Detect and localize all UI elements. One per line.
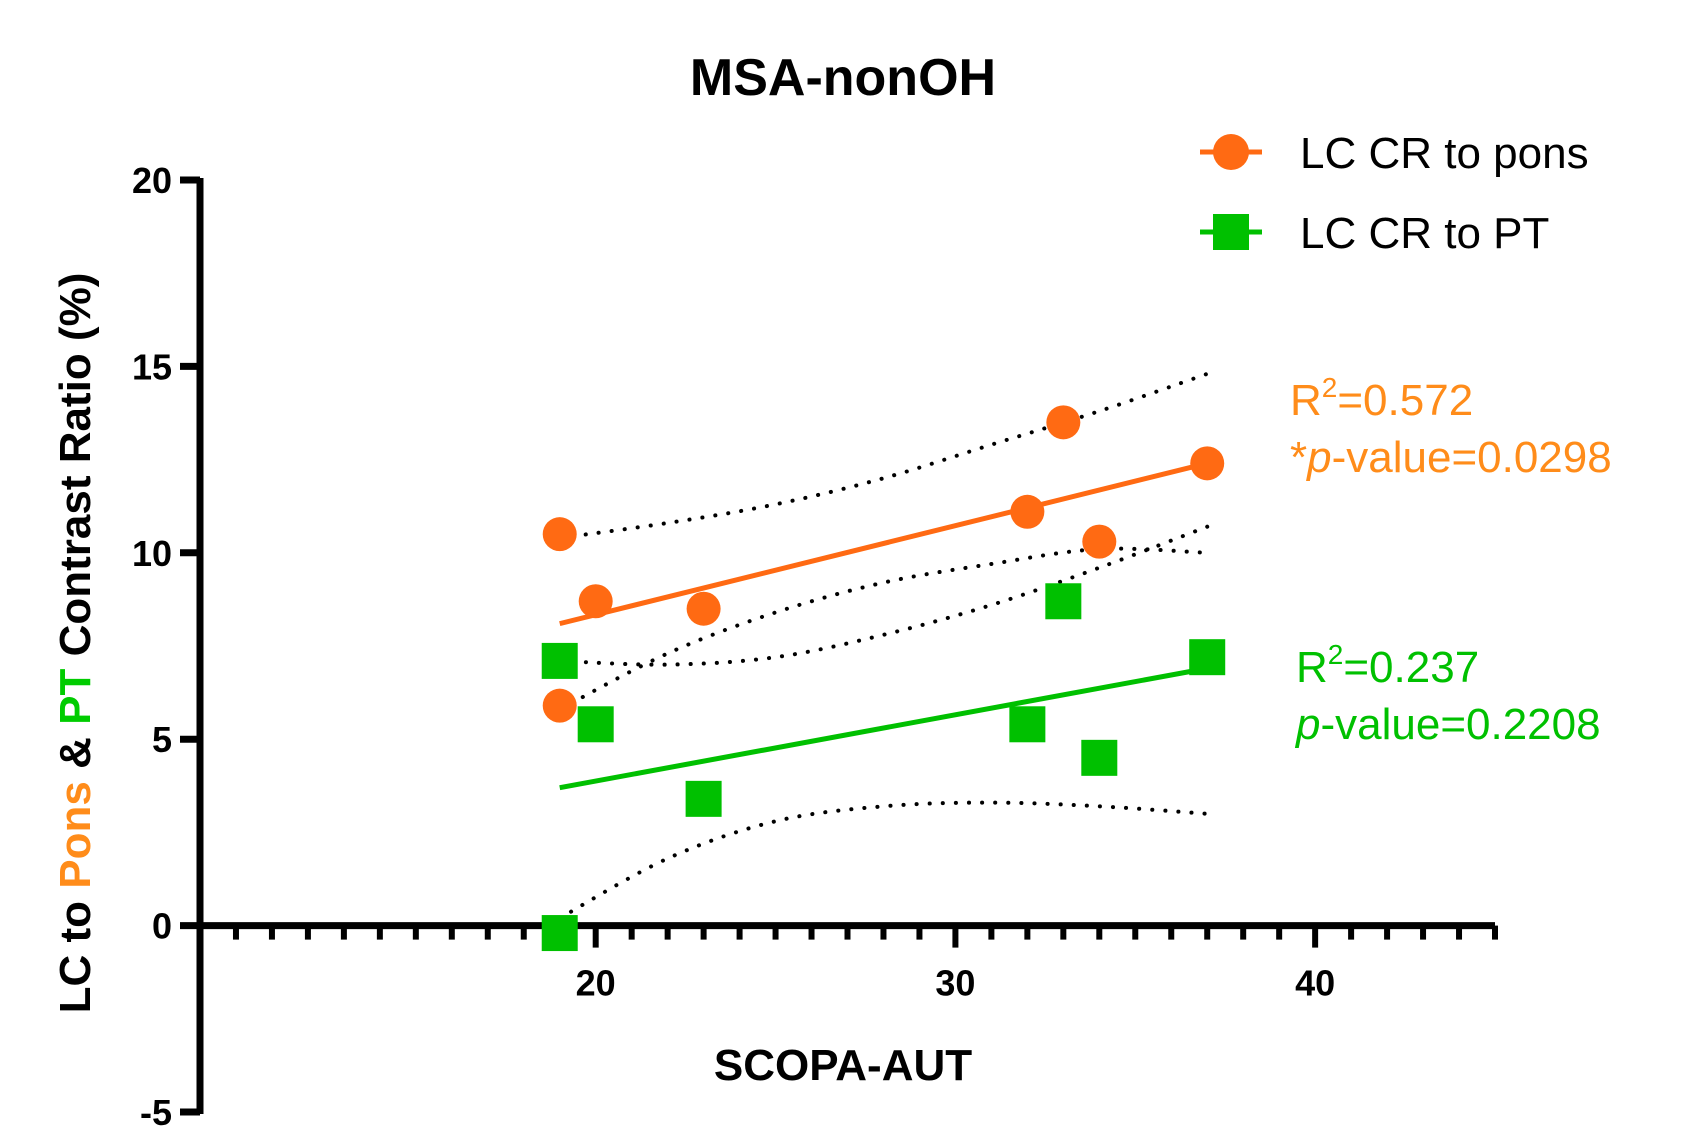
data-point [685, 780, 722, 817]
data-point [541, 642, 578, 679]
y-axis-title-part: Contrast Ratio (%) [51, 273, 100, 669]
x-axis-title: SCOPA-AUT [714, 1041, 972, 1090]
y-axis-title-part: & [51, 725, 100, 781]
data-point [542, 688, 577, 723]
r-squared-label: R2=0.572 [1290, 372, 1473, 425]
chart-title: MSA-nonOH [690, 49, 996, 107]
data-point [686, 591, 721, 626]
data-point [1081, 739, 1118, 776]
y-tick-label: 10 [132, 533, 172, 574]
regression-stats: R2=0.572 *p-value=0.0298 R2=0.237 p-value=0… [1290, 372, 1612, 749]
y-tick-label: 15 [132, 346, 172, 387]
data-point [1082, 524, 1117, 559]
p-value-label: *p-value=0.0298 [1290, 433, 1612, 482]
data-point [541, 915, 578, 952]
x-tick-label: 20 [576, 963, 616, 1004]
ci-curve [557, 371, 1210, 540]
y-axis-title-part: LC to [51, 889, 100, 1014]
data-point [1010, 494, 1045, 529]
data-point [578, 584, 613, 619]
regression-line [559, 460, 1208, 627]
legend: LC CR to pons LC CR to PT [1200, 129, 1589, 258]
y-tick-label: 20 [132, 160, 172, 201]
x-tick-label: 30 [935, 963, 975, 1004]
data-point [1190, 446, 1225, 481]
y-axis-title-part: PT [51, 669, 100, 725]
legend-label: LC CR to PT [1300, 209, 1549, 258]
x-tick-label: 40 [1295, 963, 1335, 1004]
regression-line [559, 665, 1208, 791]
y-axis-title-part: Pons [51, 781, 100, 889]
legend-marker [1213, 134, 1249, 170]
ci-curve [557, 524, 1210, 667]
data-point [1046, 405, 1081, 440]
data-point [1009, 706, 1046, 743]
data-point [577, 706, 614, 743]
legend-label: LC CR to pons [1300, 129, 1589, 178]
data-point [1189, 639, 1226, 676]
axes: -5 0 5 10 15 20 20 30 40 [132, 160, 1498, 1133]
y-tick-label: 5 [152, 719, 172, 760]
r-squared-label: R2=0.237 [1296, 639, 1479, 692]
data-point [1045, 583, 1082, 620]
p-value-label: p-value=0.2208 [1294, 700, 1601, 749]
regression-lines [559, 460, 1208, 791]
data-point [542, 517, 577, 552]
y-tick-label: -5 [140, 1092, 172, 1133]
ci-curve [557, 800, 1210, 921]
y-tick-label: 0 [152, 906, 172, 947]
data-points [541, 405, 1226, 952]
confidence-bands [557, 371, 1210, 921]
legend-marker [1213, 214, 1249, 250]
y-axis-title: LC to Pons & PT Contrast Ratio (%) [51, 273, 100, 1014]
